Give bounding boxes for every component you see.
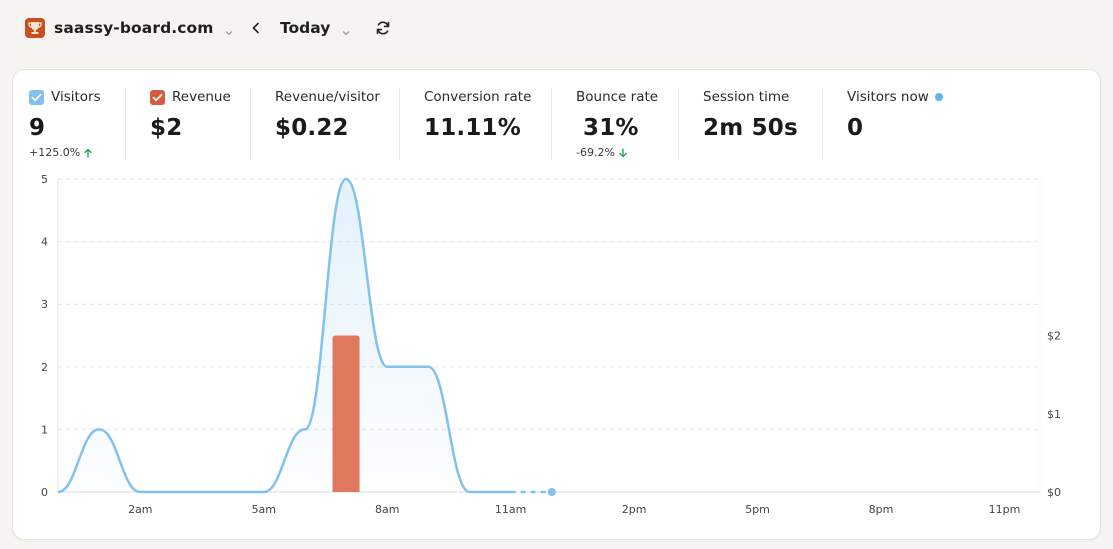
x-axis-tick-label: 8pm — [869, 503, 894, 516]
y-axis-tick-label: 0 — [41, 486, 48, 499]
metric-value: $2 — [150, 115, 183, 141]
divider — [678, 88, 679, 160]
divider — [250, 88, 251, 160]
visitors-revenue-chart[interactable]: 0 1 2 3 4 5 $0 $1 $2 2am 5am 8am 11am 2pm 5pm 8pm 11pm — [13, 70, 1100, 539]
y-right-tick-label: $1 — [1047, 408, 1061, 421]
divider — [125, 88, 126, 160]
period-selector: Today — [248, 17, 351, 39]
chevron-left-icon[interactable] — [248, 20, 264, 36]
revenue-bar — [332, 335, 360, 492]
x-axis-tick-label: 5pm — [745, 503, 770, 516]
metric-value: 11.11% — [424, 115, 521, 141]
metric-label: Bounce rate — [576, 89, 659, 105]
site-selector[interactable]: saassy-board.com — [25, 17, 234, 39]
metric-label: Conversion rate — [424, 89, 532, 105]
visitors-line — [57, 177, 511, 494]
visitors-area — [58, 179, 511, 492]
revenue-checkbox[interactable] — [150, 89, 165, 105]
live-indicator-icon — [934, 93, 943, 101]
metric-label: Visitors now — [847, 89, 929, 105]
site-name: saassy-board.com — [54, 19, 214, 37]
x-axis-tick-label: 2pm — [622, 503, 647, 516]
y-axis-tick-label: 3 — [41, 298, 48, 311]
change-value: -69.2% — [576, 146, 615, 159]
y-axis-tick-label: 5 — [41, 173, 48, 186]
chevron-down-icon[interactable] — [341, 23, 351, 36]
metric-visitors[interactable]: Visitors 9 +125.0% — [29, 88, 101, 159]
metric-value: 2m 50s — [703, 115, 798, 141]
period-label[interactable]: Today — [280, 19, 331, 37]
metric-bounce-rate[interactable]: Bounce rate 31% -69.2% — [576, 88, 658, 159]
divider — [822, 88, 823, 160]
x-axis-tick-label: 8am — [375, 503, 399, 516]
visitors-checkbox[interactable] — [29, 89, 44, 105]
metric-value: 9 — [29, 115, 46, 141]
metric-value: $0.22 — [275, 115, 349, 141]
analytics-card: Visitors 9 +125.0% Revenue $2 Revenue/vi… — [12, 69, 1101, 540]
metric-change: +125.0% — [29, 146, 101, 159]
y-right-tick-label: $0 — [1047, 486, 1061, 499]
y-right-tick-label: $2 — [1047, 330, 1061, 343]
metric-visitors-now[interactable]: Visitors now 0 — [847, 88, 943, 141]
divider — [399, 88, 400, 160]
metric-label: Session time — [703, 89, 790, 105]
metric-label: Revenue/visitor — [275, 89, 380, 105]
x-axis-tick-label: 11am — [495, 503, 526, 516]
metric-value: 0 — [847, 115, 864, 141]
change-value: +125.0% — [29, 146, 81, 159]
y-axis-tick-label: 4 — [41, 236, 48, 249]
top-bar: saassy-board.com Today — [0, 0, 1113, 56]
metric-session-time[interactable]: Session time 2m 50s — [703, 88, 798, 141]
x-axis-tick-label: 11pm — [989, 503, 1021, 516]
metric-conversion-rate[interactable]: Conversion rate 11.11% — [424, 88, 531, 141]
metric-revenue[interactable]: Revenue $2 — [150, 88, 231, 141]
metric-value: 31% — [583, 115, 639, 141]
x-axis-tick-label: 2am — [128, 503, 152, 516]
arrow-down-icon — [619, 147, 627, 157]
trophy-logo-icon — [25, 18, 45, 38]
refresh-icon[interactable] — [374, 19, 392, 37]
divider — [551, 88, 552, 160]
visitors-current-point — [547, 488, 556, 496]
metric-change: -69.2% — [576, 146, 658, 159]
metric-revenue-per-visitor[interactable]: Revenue/visitor $0.22 — [275, 88, 380, 141]
y-axis-tick-label: 2 — [41, 361, 48, 374]
arrow-up-icon — [84, 148, 92, 158]
x-axis-tick-label: 5am — [252, 503, 276, 516]
y-axis-tick-label: 1 — [41, 423, 48, 436]
metric-label: Revenue — [172, 89, 231, 105]
metric-label: Visitors — [51, 89, 101, 105]
chevron-down-icon[interactable] — [224, 23, 234, 36]
